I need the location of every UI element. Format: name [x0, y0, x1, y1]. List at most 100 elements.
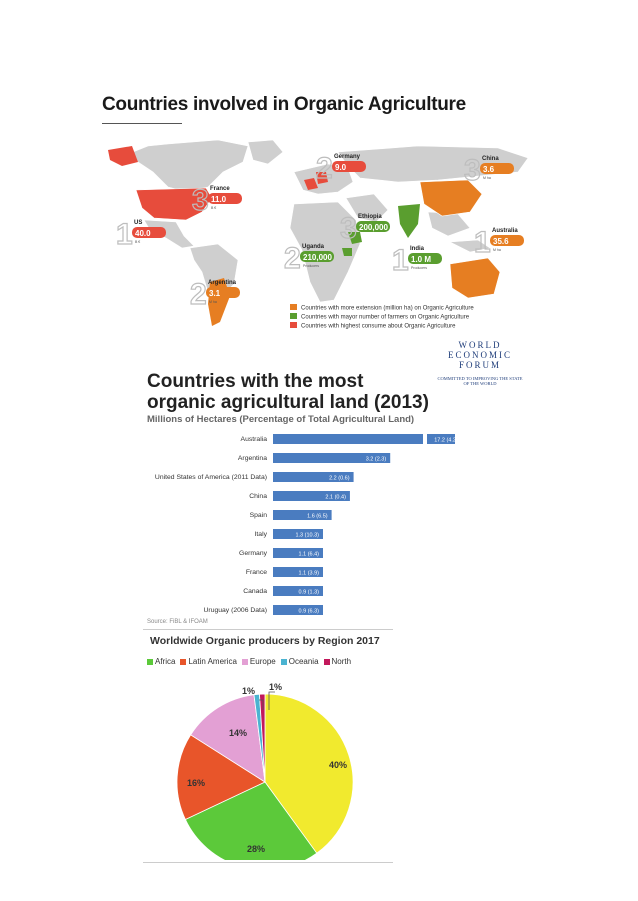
pie-slice-label: 40% — [329, 760, 347, 770]
map-callout-china: 3 China 3.6 M ha — [463, 153, 514, 188]
pie-legend-item: Latin America — [180, 657, 237, 666]
callout-unit: M ha — [493, 248, 501, 252]
bar-data-label: 3.2 (2.3) — [366, 457, 387, 463]
map-legend-label: Countries with highest consume about Org… — [301, 324, 456, 330]
india-region — [398, 204, 420, 238]
ethiopia-region — [348, 232, 362, 244]
callout-country: France — [210, 186, 230, 192]
bar — [273, 548, 323, 558]
callout-rank: 3 — [192, 184, 209, 217]
bar-data-label: 1.1 (6.4) — [299, 552, 320, 558]
bar-data-label: 1.3 (10.3) — [295, 533, 319, 539]
callout-badge — [206, 287, 240, 298]
bar — [273, 586, 323, 596]
pie-legend-item: Africa — [147, 657, 175, 666]
pie-legend-swatch — [147, 658, 153, 665]
pie-slice-other — [264, 693, 354, 854]
pie-chart-title: Worldwide Organic producers by Region 20… — [150, 635, 380, 647]
bar-category-label: Uruguay (2006 Data) — [204, 607, 267, 614]
bar-category-label: Germany — [239, 550, 268, 557]
pie-legend-swatch — [241, 658, 248, 665]
callout-unit: Producers — [411, 266, 427, 270]
callout-country: China — [482, 156, 499, 162]
us-region — [135, 187, 213, 221]
pie-legend: Africa Latin America Europe Oceania North — [147, 657, 351, 666]
map-legend-swatch — [290, 313, 297, 319]
france-region — [304, 178, 318, 190]
bar-data-label: 1.1 (3.9) — [299, 571, 320, 577]
callout-rank: 1 — [474, 226, 491, 259]
pie-legend-swatch — [280, 658, 287, 665]
wef-line3: FORUM — [458, 360, 501, 370]
uganda-region — [342, 248, 352, 256]
pie-legend-swatch — [323, 658, 330, 665]
callout-badge — [208, 193, 242, 204]
bar-data-label: 1.6 (6.5) — [307, 514, 328, 520]
bar-chart-title: Countries with the most organic agricultu… — [147, 371, 429, 413]
callout-rank: 1 — [392, 244, 409, 277]
bar-category-label: China — [249, 493, 267, 500]
bar-chart-subtitle: Millions of Hectares (Percentage of Tota… — [147, 414, 415, 425]
bar-data-label: 17.2 (4.2) — [434, 438, 455, 444]
pie-legend-item: Europe — [241, 657, 276, 666]
pie-slice-label: 1% — [269, 682, 282, 692]
alaska-region — [108, 146, 138, 166]
callout-badge — [408, 253, 442, 264]
pie-slice-label: 14% — [229, 728, 247, 738]
map-legend-label: Countries with more extension (million h… — [301, 306, 474, 312]
callout-country: US — [134, 220, 142, 226]
bar-data-label: 0.9 (1.3) — [299, 590, 320, 596]
callout-badge — [332, 161, 366, 172]
callout-value: 9.0 — [335, 163, 347, 172]
bar — [273, 491, 350, 501]
pie-slice-north — [259, 693, 266, 783]
bar-category-label: Canada — [243, 588, 267, 595]
bar-category-label: Italy — [255, 531, 268, 538]
bar-category-label: Australia — [241, 436, 268, 443]
bar — [273, 529, 323, 539]
pie-legend-item: Oceania — [280, 657, 319, 666]
callout-rank: 2 — [190, 278, 207, 311]
callout-value: 210,000 — [303, 253, 332, 262]
callout-country: Argentina — [208, 280, 237, 286]
bar-category-label: France — [246, 569, 267, 576]
pie-slice-latin-america — [176, 734, 266, 821]
callout-rank: 1 — [116, 218, 133, 251]
map-callout-india: 1 India 1.0 M Producers — [391, 243, 442, 278]
pie-legend-label: Latin America — [188, 657, 237, 666]
wef-line1: WORLD — [458, 340, 502, 350]
callout-value: 11.0 — [211, 195, 227, 204]
bar-category-label: United States of America (2011 Data) — [155, 474, 267, 481]
callout-unit: M ha — [209, 300, 217, 304]
pie-slice-label: 28% — [247, 844, 265, 854]
pie-slice-label: 1% — [242, 686, 255, 696]
callout-rank: 3 — [464, 154, 481, 187]
page-title: Countries involved in Organic Agricultur… — [102, 94, 466, 115]
callout-country: Uganda — [302, 244, 325, 250]
wef-tagline: COMMITTED TO IMPROVING THE STATE OF THE … — [437, 376, 523, 386]
pie-legend-item: North — [323, 657, 351, 666]
world-map-panel: 1 US 40.0 B €2 Germany 9.0 3 France 11.0 B €1 Aust… — [98, 132, 540, 340]
callout-rank: 2 — [316, 152, 333, 185]
callout-value: 40.0 — [135, 229, 151, 238]
map-legend-label: Countries with mayor number of farmers o… — [301, 315, 470, 321]
map-legend: Countries with more extension (million h… — [290, 304, 474, 330]
wef-line2: ECONOMIC — [447, 350, 512, 360]
callout-badge — [480, 163, 514, 174]
callout-country: Germany — [334, 154, 361, 160]
pie-slice-europe — [190, 694, 266, 783]
bar-category-label: Spain — [250, 512, 268, 519]
callout-value: 3.1 — [209, 289, 221, 298]
callout-country: India — [410, 246, 425, 252]
callout-country: Australia — [492, 228, 518, 234]
china-region — [419, 179, 483, 217]
pie-legend-label: Africa — [155, 657, 176, 666]
bar — [273, 605, 323, 615]
bar-data-label: 2.2 (0.6) — [329, 476, 350, 482]
map-legend-swatch — [290, 304, 297, 310]
pie-slice-africa — [184, 781, 318, 860]
bar — [273, 453, 391, 463]
wef-logo: WORLD ECONOMIC FORUM COMMITTED TO IMPROV… — [435, 340, 525, 400]
